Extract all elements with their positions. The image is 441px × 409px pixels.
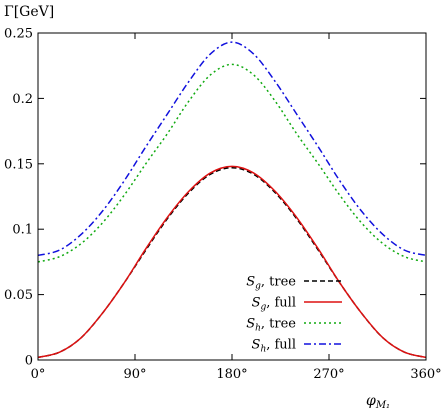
plot-area <box>37 41 427 359</box>
y-tick-label-5: 0.25 <box>4 27 33 42</box>
series-line-2 <box>37 63 427 263</box>
x-tick-label-2: 180° <box>216 367 247 382</box>
y-axis-title: Γ[GeV] <box>4 4 54 20</box>
x-tick-label-1: 90° <box>123 367 146 382</box>
y-tick-label-4: 0.2 <box>12 92 33 107</box>
plot-frame <box>37 32 427 361</box>
axes: 0° 90° 180° 270° 360° 0 0.05 0.1 0.15 0.2 0.25 <box>4 27 441 383</box>
legend-label-0: Sg, tree <box>246 275 296 292</box>
x-axis-title: φM₁ <box>366 393 390 409</box>
x-tick-label-3: 270° <box>313 367 344 382</box>
x-axis-title-sub: M₁ <box>375 400 390 409</box>
series-line-1 <box>37 165 427 359</box>
legend: Sg, tree Sg, full Sh, tree Sh, full <box>246 275 342 355</box>
y-tick-label-1: 0.05 <box>4 288 33 303</box>
x-axis-title-main: φ <box>366 393 376 409</box>
legend-label-3: Sh, full <box>252 338 296 355</box>
series-line-0 <box>37 166 427 359</box>
legend-label-2: Sh, tree <box>246 317 296 334</box>
y-tick-label-3: 0.15 <box>4 157 33 172</box>
legend-label-1: Sg, full <box>252 296 296 313</box>
y-tick-label-2: 0.1 <box>12 223 33 238</box>
x-tick-label-4: 360° <box>410 367 441 382</box>
y-tick-label-0: 0 <box>25 354 33 369</box>
x-tick-label-0: 0° <box>31 367 46 382</box>
series-line-3 <box>37 41 427 257</box>
